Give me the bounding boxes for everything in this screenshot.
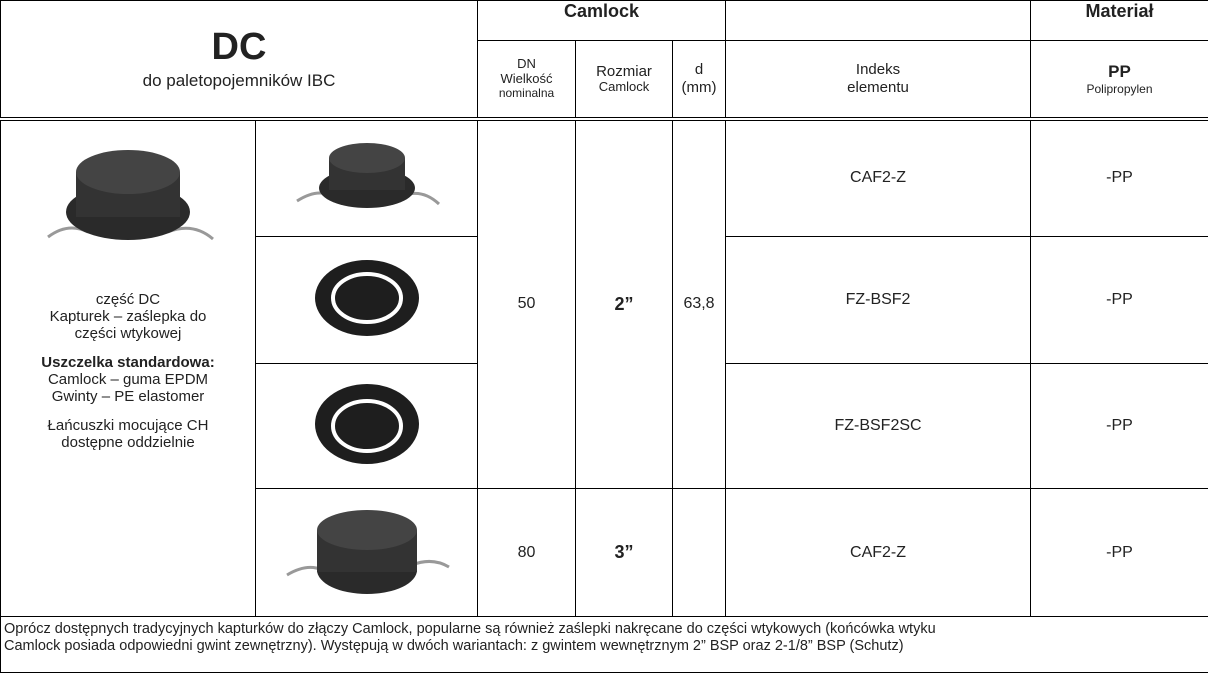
text: Camlock [598,78,650,94]
d-cell [671,488,727,617]
text: DN [517,56,536,72]
image-cell [255,363,478,489]
text: część DC [95,290,161,308]
row: 80 3” CAF2-Z -PP [1,488,1208,617]
title-cell: DC do paletopojemników IBC [0,0,478,121]
text: Camlock – guma EPDM [47,370,209,388]
footer-cell: Oprócz dostępnych tradycyjnych kapturków… [0,616,1208,673]
product-image [285,510,450,594]
header-row: DC do paletopojemników IBC Camlock Mater… [0,0,1208,121]
text: Uszczelka standardowa: [41,353,215,371]
image-cell [255,236,478,364]
text: Gwinty – PE elastomer [51,387,205,405]
material-cell: -PP [1030,363,1208,489]
group-header: Camlock [476,0,727,41]
product-image [47,149,214,240]
text: (mm) [681,78,717,96]
product-image [295,142,440,208]
d-cell: 63,8 [671,118,727,489]
text: d [694,60,704,78]
text: Wielkość [500,71,553,87]
col-header: Rozmiar Camlock [575,40,673,121]
size-cell: 3” [575,488,673,617]
index-cell: CAF2-Z [725,118,1032,237]
size-cell: 2” [575,118,673,489]
footer-row: Oprócz dostępnych tradycyjnych kapturków… [0,616,1208,673]
empty-header [725,0,1032,41]
text: PP [1108,61,1131,81]
col-header: Indeks elementu [725,40,1032,121]
text: Rozmiar [596,62,652,80]
text: Łańcuszki mocujące CH [47,416,209,434]
text: dostępne oddzielnie [61,433,195,451]
row: FZ-BSF2SC -PP [1,363,1208,489]
col-header: d (mm) [671,40,727,121]
col-header: PP Polipropylen [1030,40,1208,121]
description-cell: część DC Kapturek – zaślepka do części w… [0,118,256,617]
text: elementu [847,78,909,96]
header-row: DN Wielkość nominalna Rozmiar Camlock d (mm)… [1,40,1208,121]
group-header: Materiał [1030,0,1208,41]
material-cell: -PP [1030,236,1208,364]
title: DC [211,25,267,68]
text: nominalna [498,86,555,101]
index-cell: FZ-BSF2SC [725,363,1032,489]
footer-text: Oprócz dostępnych tradycyjnych kapturków… [4,621,936,637]
product-image [314,383,419,464]
product-image [314,259,419,336]
index-cell: FZ-BSF2 [725,236,1032,364]
material-cell: -PP [1030,488,1208,617]
image-cell [255,488,478,617]
footer-text: Camlock posiada odpowiedni gwint zewnętr… [4,638,904,654]
col-header: DN Wielkość nominalna [477,40,576,121]
row: część DC Kapturek – zaślepka do części w… [0,118,1208,617]
subtitle: do paletopojemników IBC [142,70,336,90]
row: FZ-BSF2 -PP [1,236,1208,364]
text: Indeks [855,60,901,78]
index-cell: CAF2-Z [725,488,1032,617]
image-cell [255,118,478,237]
dn-cell: 50 [477,118,576,489]
dn-cell: 80 [477,488,576,617]
material-cell: -PP [1030,118,1208,237]
text: Polipropylen [1086,81,1153,96]
text: Kapturek – zaślepka do [49,307,207,325]
text: części wtykowej [74,324,182,342]
